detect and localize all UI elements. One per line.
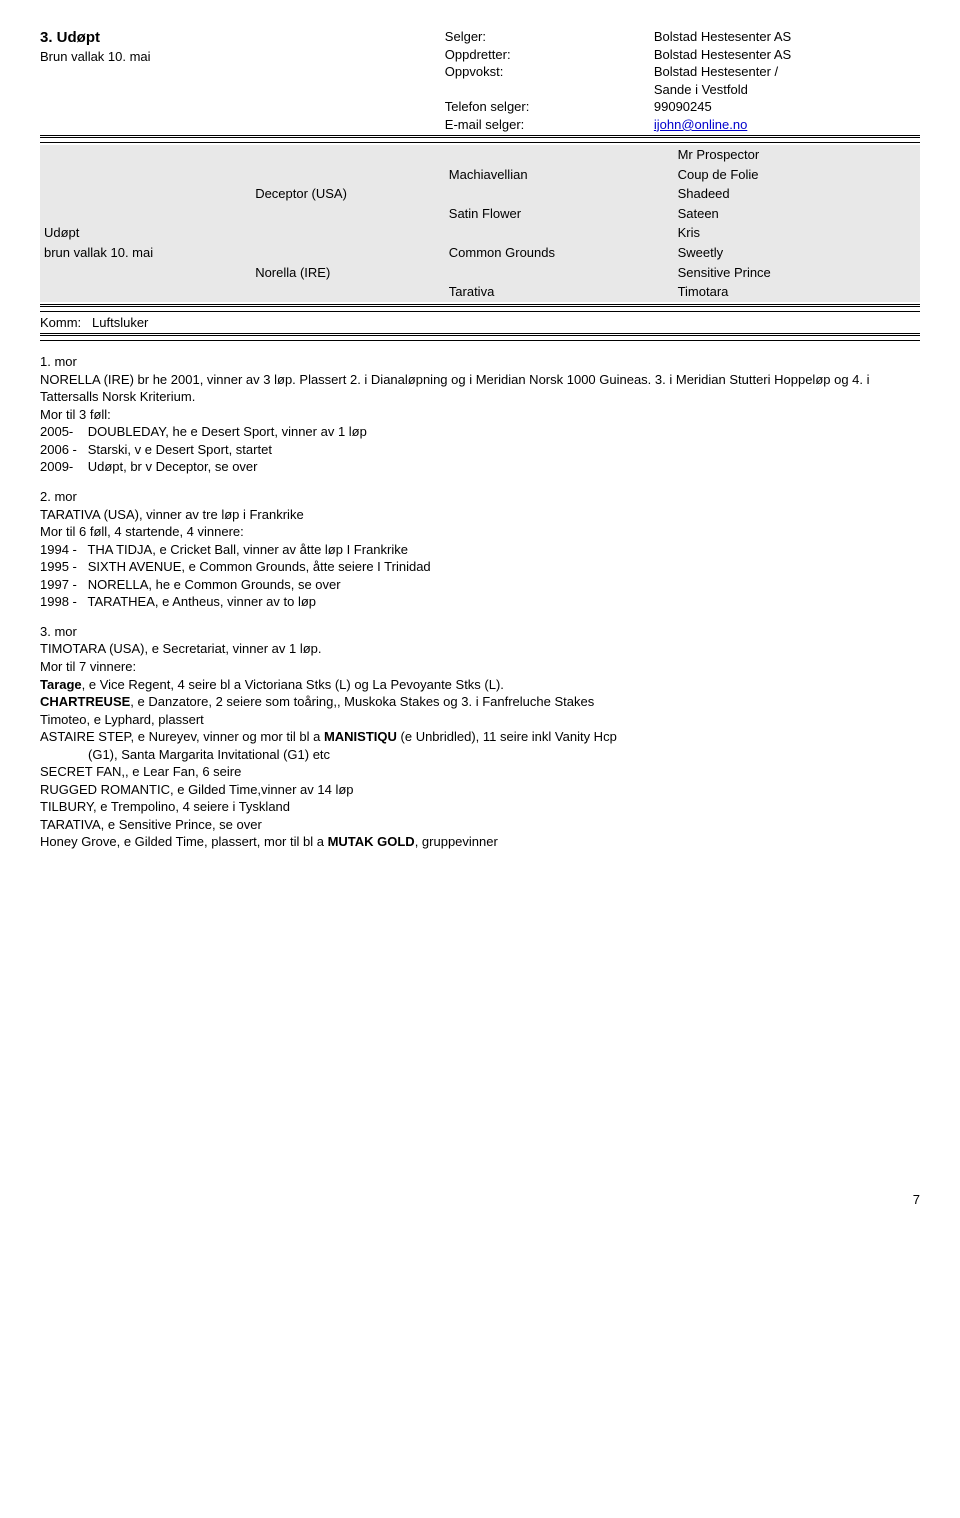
val-selger: Bolstad Hestesenter AS xyxy=(654,28,920,46)
m1-listhead: Mor til 3 føll: xyxy=(40,406,920,424)
m3-l7: SECRET FAN,, e Lear Fan, 6 seire xyxy=(40,763,920,781)
m2-body: TARATIVA (USA), vinner av tre løp i Fran… xyxy=(40,506,920,524)
m3-l4a: CHARTREUSE xyxy=(40,694,130,709)
gp-1: Coup de Folie xyxy=(674,165,920,185)
page-number: 7 xyxy=(40,1191,920,1209)
m1-item-1: 2006 - Starski, v e Desert Sport, starte… xyxy=(40,441,920,459)
p3-0: Machiavellian xyxy=(445,165,674,185)
m3-l6d: (G1), Santa Margarita Invitational (G1) … xyxy=(40,746,920,764)
lot-title: 3. Udøpt xyxy=(40,28,445,48)
gp-7: Timotara xyxy=(674,282,920,302)
m2-item-0: 1994 - THA TIDJA, e Cricket Ball, vinner… xyxy=(40,541,920,559)
p3-1: Satin Flower xyxy=(445,204,674,224)
header: 3. Udøpt Brun vallak 10. mai Selger:Bols… xyxy=(40,28,920,133)
m1-body: NORELLA (IRE) br he 2001, vinner av 3 lø… xyxy=(40,371,920,406)
m2-listhead: Mor til 6 føll, 4 startende, 4 vinnere: xyxy=(40,523,920,541)
m3-l6b: MANISTIQU xyxy=(324,729,397,744)
m3-l11b: MUTAK GOLD xyxy=(328,834,415,849)
m3-l1: TIMOTARA (USA), e Secretariat, vinner av… xyxy=(40,640,920,658)
m2-item-1: 1995 - SIXTH AVENUE, e Common Grounds, å… xyxy=(40,558,920,576)
val-telefon: 99090245 xyxy=(654,98,920,116)
header-right: Selger:Bolstad Hestesenter AS Oppdretter… xyxy=(445,28,920,133)
header-left: 3. Udøpt Brun vallak 10. mai xyxy=(40,28,445,133)
lot-subtitle: Brun vallak 10. mai xyxy=(40,48,445,66)
lbl-oppvokst: Oppvokst: xyxy=(445,63,654,81)
section-1mor: 1. mor NORELLA (IRE) br he 2001, vinner … xyxy=(40,353,920,476)
section-3mor: 3. mor TIMOTARA (USA), e Secretariat, vi… xyxy=(40,623,920,851)
gp-5: Sweetly xyxy=(674,243,920,263)
m3-l6c: (e Unbridled), 11 seire inkl Vanity Hcp xyxy=(397,729,617,744)
lbl-email: E-mail selger: xyxy=(445,116,654,134)
p3-2: Common Grounds xyxy=(445,243,674,263)
m3-l10: TARATIVA, e Sensitive Prince, se over xyxy=(40,816,920,834)
m3-l11a: Honey Grove, e Gilded Time, plassert, mo… xyxy=(40,834,328,849)
m3-head: 3. mor xyxy=(40,623,920,641)
val-oppvokst: Bolstad Hestesenter / xyxy=(654,63,920,81)
m3-l11c: , gruppevinner xyxy=(415,834,498,849)
divider-bottom xyxy=(40,333,920,341)
lbl-selger: Selger: xyxy=(445,28,654,46)
m3-l9: TILBURY, e Trempolino, 4 seiere i Tyskla… xyxy=(40,798,920,816)
divider-top xyxy=(40,135,920,143)
m3-l2: Mor til 7 vinnere: xyxy=(40,658,920,676)
val-oppdretter: Bolstad Hestesenter AS xyxy=(654,46,920,64)
gp-4: Kris xyxy=(674,223,920,243)
m2-item-2: 1997 - NORELLA, he e Common Grounds, se … xyxy=(40,576,920,594)
m3-l3b: , e Vice Regent, 4 seire bl a Victoriana… xyxy=(82,677,504,692)
m3-l6: ASTAIRE STEP, e Nureyev, vinner og mor t… xyxy=(40,728,920,746)
komm-value: Luftsluker xyxy=(92,315,148,330)
gp-0: Mr Prospector xyxy=(674,145,920,165)
m1-head: 1. mor xyxy=(40,353,920,371)
m3-l11: Honey Grove, e Gilded Time, plassert, mo… xyxy=(40,833,920,851)
gp-2: Shadeed xyxy=(674,184,920,204)
gp-6: Sensitive Prince xyxy=(674,263,920,283)
m3-l4b: , e Danzatore, 2 seiere som toåring,, Mu… xyxy=(130,694,594,709)
p2b: Norella (IRE) xyxy=(251,263,445,283)
pedigree-table: Mr Prospector Machiavellian Coup de Foli… xyxy=(40,145,920,301)
gp-3: Sateen xyxy=(674,204,920,224)
m3-l8: RUGGED ROMANTIC, e Gilded Time,vinner av… xyxy=(40,781,920,799)
section-2mor: 2. mor TARATIVA (USA), vinner av tre løp… xyxy=(40,488,920,611)
divider-mid xyxy=(40,304,920,312)
m3-l3a: Tarage xyxy=(40,677,82,692)
val-oppvokst2: Sande i Vestfold xyxy=(654,81,920,99)
p3-3: Tarativa xyxy=(445,282,674,302)
lbl-telefon: Telefon selger: xyxy=(445,98,654,116)
p1-name: Udøpt xyxy=(40,223,251,243)
lbl-blank xyxy=(445,81,654,99)
p2a: Deceptor (USA) xyxy=(251,184,445,204)
komm-row: Komm: Luftsluker xyxy=(40,314,920,332)
m3-l5: Timoteo, e Lyphard, plassert xyxy=(40,711,920,729)
komm-label: Komm: xyxy=(40,315,81,330)
m3-l4: CHARTREUSE, e Danzatore, 2 seiere som to… xyxy=(40,693,920,711)
val-email[interactable]: ijohn@online.no xyxy=(654,116,920,134)
p1-sub: brun vallak 10. mai xyxy=(40,243,251,263)
m3-l6a: ASTAIRE STEP, e Nureyev, vinner og mor t… xyxy=(40,729,324,744)
m2-item-3: 1998 - TARATHEA, e Antheus, vinner av to… xyxy=(40,593,920,611)
lbl-oppdretter: Oppdretter: xyxy=(445,46,654,64)
m1-item-2: 2009- Udøpt, br v Deceptor, se over xyxy=(40,458,920,476)
m3-l3: Tarage, e Vice Regent, 4 seire bl a Vict… xyxy=(40,676,920,694)
m1-item-0: 2005- DOUBLEDAY, he e Desert Sport, vinn… xyxy=(40,423,920,441)
m2-head: 2. mor xyxy=(40,488,920,506)
